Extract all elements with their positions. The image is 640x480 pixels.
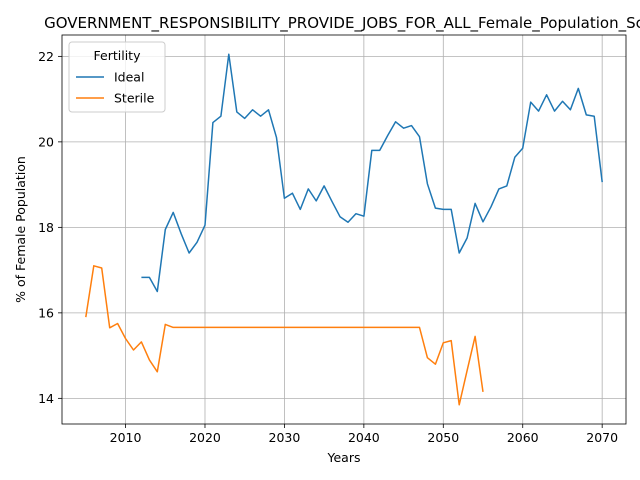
- x-tick-label: 2070: [586, 430, 618, 445]
- x-tick-label: 2030: [269, 430, 301, 445]
- y-tick-label: 22: [38, 49, 54, 64]
- x-tick-label: 2060: [507, 430, 539, 445]
- x-tick-label: 2020: [189, 430, 221, 445]
- x-tick-label: 2050: [427, 430, 459, 445]
- legend-box: [68, 41, 166, 113]
- x-axis-label: Years: [327, 450, 361, 465]
- y-tick-label: 20: [38, 134, 54, 149]
- y-axis-ticks: 14 16 18 20 22: [38, 49, 62, 406]
- y-tick-label: 18: [38, 220, 54, 235]
- x-axis-ticks: 2010 2020 2030 2040 2050 2060 2070: [110, 424, 618, 445]
- x-tick-label: 2010: [110, 430, 142, 445]
- series-line-sterile: [85, 265, 484, 406]
- series-line-ideal: [141, 53, 603, 293]
- y-tick-label: 16: [38, 305, 54, 320]
- legend-label-ideal: Ideal: [114, 70, 144, 85]
- legend-label-sterile: Sterile: [114, 91, 155, 106]
- y-tick-label: 14: [38, 391, 54, 406]
- x-tick-label: 2040: [348, 430, 380, 445]
- y-axis-label: % of Female Population: [13, 156, 28, 303]
- legend: Fertility Ideal Sterile: [68, 41, 166, 113]
- chart-title: GOVERNMENT_RESPONSIBILITY_PROVIDE_JOBS_F…: [44, 14, 640, 33]
- legend-items: Ideal Sterile: [76, 70, 155, 106]
- plot-area-frame: [61, 34, 627, 425]
- series-lines: [85, 53, 603, 406]
- legend-title: Fertility: [94, 48, 142, 63]
